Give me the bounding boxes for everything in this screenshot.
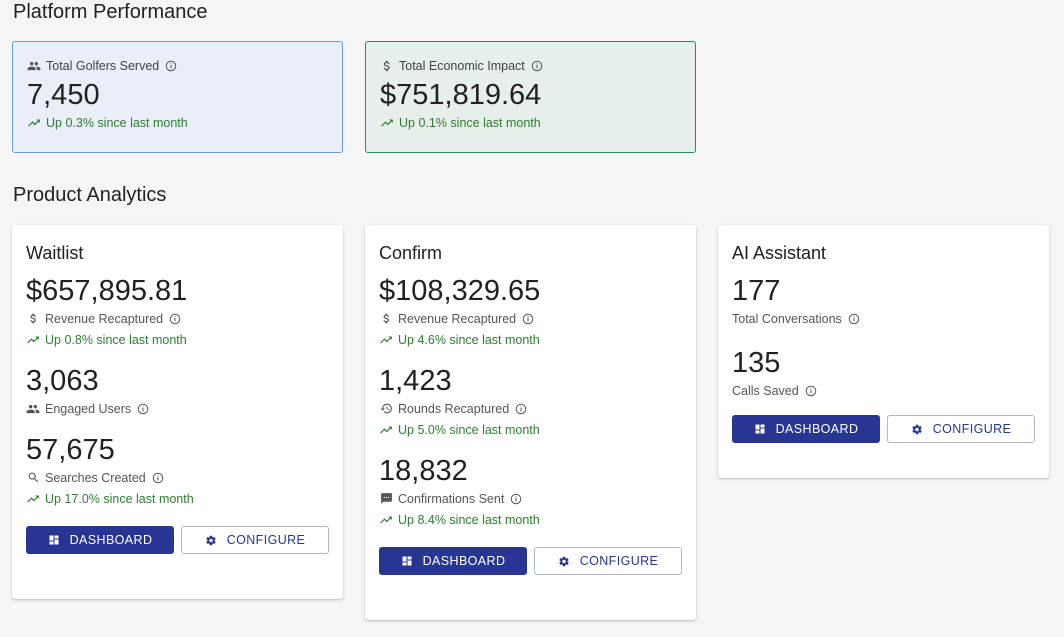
metric-confirmations-sent: 18,832 Confirmations Sent Up 8.4% since …	[379, 454, 682, 527]
metric-value: $657,895.81	[26, 275, 188, 307]
button-row: DASHBOARD CONFIGURE	[732, 415, 1035, 443]
people-icon	[26, 402, 40, 416]
ai-assistant-card: AI Assistant 177 Total Conversations 135…	[718, 225, 1049, 478]
dashboard-icon	[401, 555, 413, 567]
dollar-icon	[379, 312, 393, 325]
configure-button[interactable]: CONFIGURE	[181, 526, 329, 554]
metric-calls-saved: 135 Calls Saved	[732, 346, 1035, 398]
card-title: AI Assistant	[732, 243, 827, 263]
kpi-label: Total Golfers Served	[46, 59, 160, 73]
metric-searches-created: 57,675 Searches Created Up 17.0% since l…	[26, 433, 329, 506]
trending-up-icon	[379, 333, 393, 347]
metric-revenue-recaptured: $657,895.81 Revenue Recaptured Up 0.8% s…	[26, 274, 329, 347]
trend: Up 0.8% since last month	[26, 333, 329, 347]
metric-label: Revenue Recaptured	[398, 311, 517, 326]
info-icon[interactable]	[522, 313, 534, 325]
metric-value: 57,675	[26, 434, 115, 466]
waitlist-card: Waitlist $657,895.81 Revenue Recaptured …	[12, 225, 343, 599]
info-icon[interactable]	[848, 313, 860, 325]
dashboard-button[interactable]: DASHBOARD	[732, 415, 880, 443]
metric-revenue-recaptured: $108,329.65 Revenue Recaptured Up 4.6% s…	[379, 274, 682, 347]
dashboard-icon	[754, 423, 766, 435]
history-icon	[379, 402, 393, 415]
metric-label: Revenue Recaptured	[45, 311, 164, 326]
trending-up-icon	[26, 492, 40, 506]
card-title: Confirm	[379, 243, 443, 263]
metric-label: Searches Created	[45, 470, 146, 485]
metric-value: 135	[732, 347, 781, 379]
info-icon[interactable]	[169, 313, 181, 325]
metric-value: 3,063	[26, 365, 99, 397]
metric-value: 1,423	[379, 365, 452, 397]
kpi-label: Total Economic Impact	[399, 59, 525, 73]
trend: Up 5.0% since last month	[379, 423, 682, 437]
dollar-icon	[380, 59, 394, 73]
info-icon[interactable]	[805, 385, 817, 397]
configure-button[interactable]: CONFIGURE	[534, 547, 682, 575]
trending-up-icon	[379, 423, 393, 437]
button-row: DASHBOARD CONFIGURE	[26, 526, 329, 554]
kpi-value: $751,819.64	[380, 79, 542, 111]
metric-engaged-users: 3,063 Engaged Users	[26, 364, 329, 416]
search-icon	[26, 471, 40, 484]
trend: Up 8.4% since last month	[379, 513, 682, 527]
gear-icon	[205, 534, 217, 546]
gear-icon	[911, 423, 923, 435]
trending-up-icon	[379, 513, 393, 527]
trending-up-icon	[26, 333, 40, 347]
chat-icon	[379, 492, 393, 505]
trending-up-icon	[27, 116, 41, 130]
info-icon[interactable]	[137, 403, 149, 415]
metric-value: $108,329.65	[379, 275, 541, 307]
configure-button[interactable]: CONFIGURE	[887, 415, 1035, 443]
info-icon[interactable]	[515, 403, 527, 415]
platform-performance-title: Platform Performance	[13, 1, 208, 23]
card-title: Waitlist	[26, 243, 84, 263]
info-icon[interactable]	[531, 60, 543, 72]
info-icon[interactable]	[165, 60, 177, 72]
metric-label: Rounds Recaptured	[398, 401, 510, 416]
dollar-icon	[26, 312, 40, 325]
gear-icon	[558, 555, 570, 567]
dashboard-icon	[48, 534, 60, 546]
metric-value: 177	[732, 275, 781, 307]
trend: Up 0.3% since last month	[27, 116, 328, 130]
info-icon[interactable]	[152, 472, 164, 484]
kpi-total-economic-impact: Total Economic Impact $751,819.64 Up 0.1…	[365, 41, 696, 153]
metric-rounds-recaptured: 1,423 Rounds Recaptured Up 5.0% since la…	[379, 364, 682, 437]
trend: Up 17.0% since last month	[26, 492, 329, 506]
kpi-total-golfers: Total Golfers Served 7,450 Up 0.3% since…	[12, 41, 343, 153]
metric-label: Confirmations Sent	[398, 491, 505, 506]
metric-label: Engaged Users	[45, 401, 132, 416]
metric-value: 18,832	[379, 455, 468, 487]
metric-label: Total Conversations	[732, 311, 842, 326]
trending-up-icon	[380, 116, 394, 130]
metric-total-conversations: 177 Total Conversations	[732, 274, 1035, 326]
trend: Up 0.1% since last month	[380, 116, 681, 130]
trend: Up 4.6% since last month	[379, 333, 682, 347]
people-icon	[27, 59, 41, 73]
info-icon[interactable]	[510, 493, 522, 505]
metric-label: Calls Saved	[732, 383, 799, 398]
button-row: DASHBOARD CONFIGURE	[379, 547, 682, 575]
dashboard-button[interactable]: DASHBOARD	[379, 547, 527, 575]
confirm-card: Confirm $108,329.65 Revenue Recaptured U…	[365, 225, 696, 620]
dashboard-button[interactable]: DASHBOARD	[26, 526, 174, 554]
product-analytics-title: Product Analytics	[13, 184, 167, 206]
kpi-value: 7,450	[27, 79, 100, 111]
